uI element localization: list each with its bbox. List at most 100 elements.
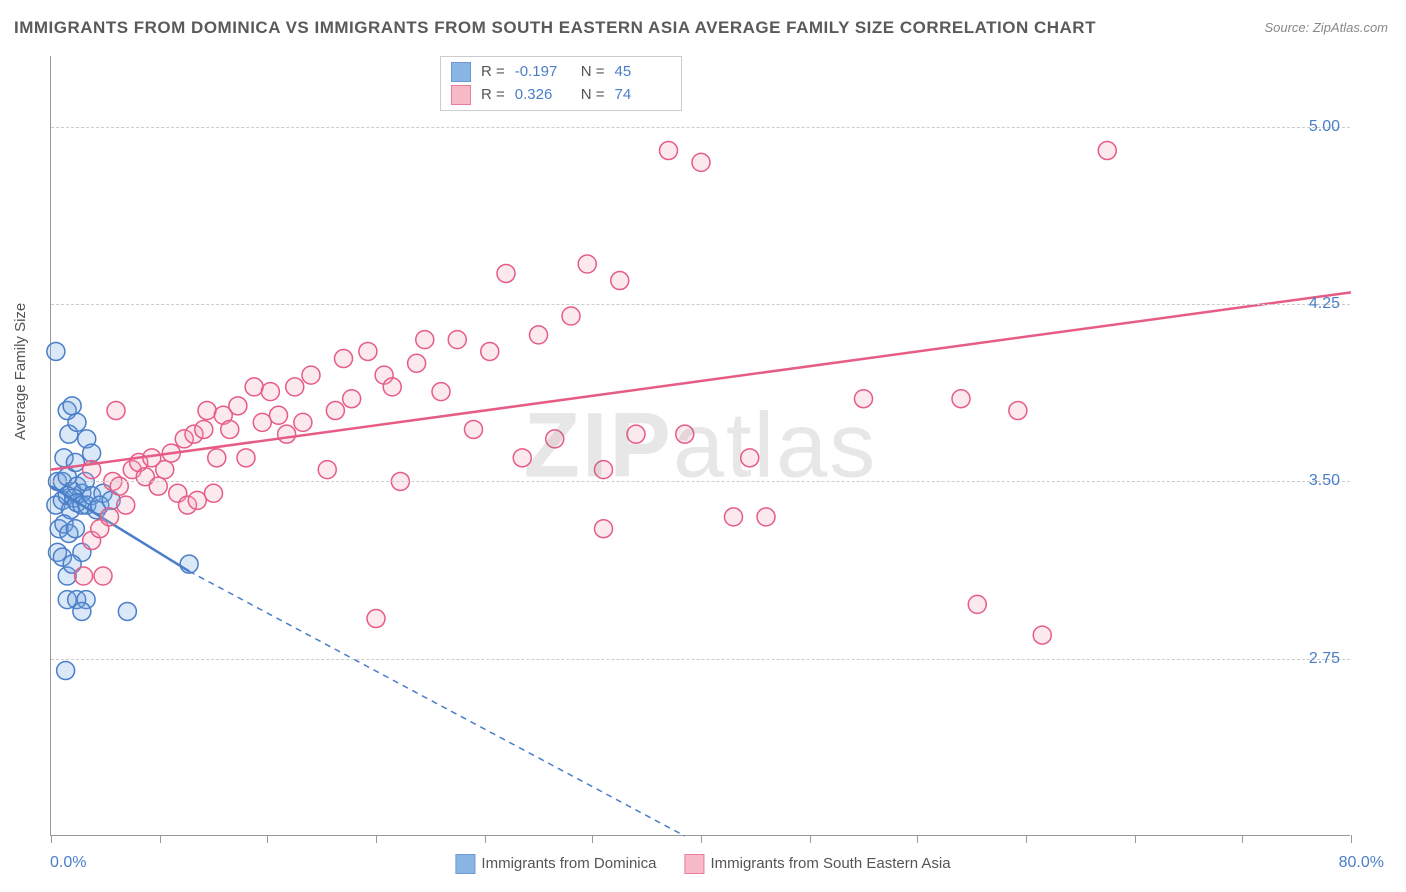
chart-plot-area: ZIPatlas 2.753.504.255.00 [50,56,1350,836]
data-point [952,390,970,408]
data-point [118,602,136,620]
y-tick-label: 2.75 [1309,650,1340,668]
x-tick [485,835,486,843]
x-tick [917,835,918,843]
y-tick-label: 5.00 [1309,118,1340,136]
x-tick [1351,835,1352,843]
data-point [1033,626,1051,644]
series-legend: Immigrants from Dominica Immigrants from … [455,854,950,874]
x-tick [1242,835,1243,843]
trend-line-extrapolated [189,571,685,836]
data-point [595,461,613,479]
data-point [261,383,279,401]
trend-line [51,292,1351,469]
data-point [1098,142,1116,160]
data-point [66,454,84,472]
data-point [73,602,91,620]
data-point [611,272,629,290]
data-point [757,508,775,526]
legend-swatch [455,854,475,874]
legend-r-value: -0.197 [515,61,571,84]
data-point [692,153,710,171]
data-point [156,461,174,479]
data-point [660,142,678,160]
legend-series-name: Immigrants from South Eastern Asia [710,855,950,872]
data-point [229,397,247,415]
data-point [75,567,93,585]
data-point [188,491,206,509]
legend-swatch [684,854,704,874]
data-point [107,402,125,420]
legend-series-name: Immigrants from Dominica [481,855,656,872]
data-point [725,508,743,526]
data-point [513,449,531,467]
data-point [546,430,564,448]
data-point [68,413,86,431]
gridline [51,304,1350,305]
legend-r-label: R = [481,61,505,84]
legend-swatch [451,62,471,82]
data-point [294,413,312,431]
data-point [237,449,255,467]
data-point [66,520,84,538]
data-point [335,350,353,368]
data-point [530,326,548,344]
x-tick [1135,835,1136,843]
data-point [278,425,296,443]
data-point [465,420,483,438]
data-point [101,508,119,526]
y-axis-label: Average Family Size [12,303,29,440]
legend-swatch [451,85,471,105]
data-point [270,406,288,424]
data-point [562,307,580,325]
legend-n-value: 74 [615,84,671,107]
legend-n-label: N = [581,84,605,107]
data-point [83,444,101,462]
data-point [497,264,515,282]
legend-row: R = 0.326 N = 74 [451,84,671,107]
data-point [595,520,613,538]
data-point [855,390,873,408]
data-point [198,402,216,420]
x-axis-max-label: 80.0% [1339,854,1384,872]
data-point [221,420,239,438]
chart-title: IMMIGRANTS FROM DOMINICA VS IMMIGRANTS F… [14,18,1096,38]
legend-item: Immigrants from South Eastern Asia [684,854,950,874]
data-point [1009,402,1027,420]
gridline [51,127,1350,128]
x-tick [592,835,593,843]
data-point [245,378,263,396]
data-point [359,342,377,360]
legend-r-label: R = [481,84,505,107]
y-tick-label: 3.50 [1309,472,1340,490]
y-tick-label: 4.25 [1309,295,1340,313]
data-point [676,425,694,443]
data-point [578,255,596,273]
legend-r-value: 0.326 [515,84,571,107]
x-tick [160,835,161,843]
data-point [408,354,426,372]
legend-item: Immigrants from Dominica [455,854,656,874]
legend-n-label: N = [581,61,605,84]
gridline [51,481,1350,482]
x-tick [376,835,377,843]
data-point [57,662,75,680]
data-point [432,383,450,401]
data-point [481,342,499,360]
x-tick [267,835,268,843]
legend-row: R =-0.197N =45 [451,61,671,84]
data-point [286,378,304,396]
x-tick [1026,835,1027,843]
data-point [741,449,759,467]
data-point [195,420,213,438]
data-point [94,567,112,585]
data-point [63,397,81,415]
data-point [208,449,226,467]
data-point [968,595,986,613]
data-point [47,342,65,360]
data-point [205,484,223,502]
x-tick [51,835,52,843]
data-point [383,378,401,396]
data-point [326,402,344,420]
source-attribution: Source: ZipAtlas.com [1264,20,1388,35]
